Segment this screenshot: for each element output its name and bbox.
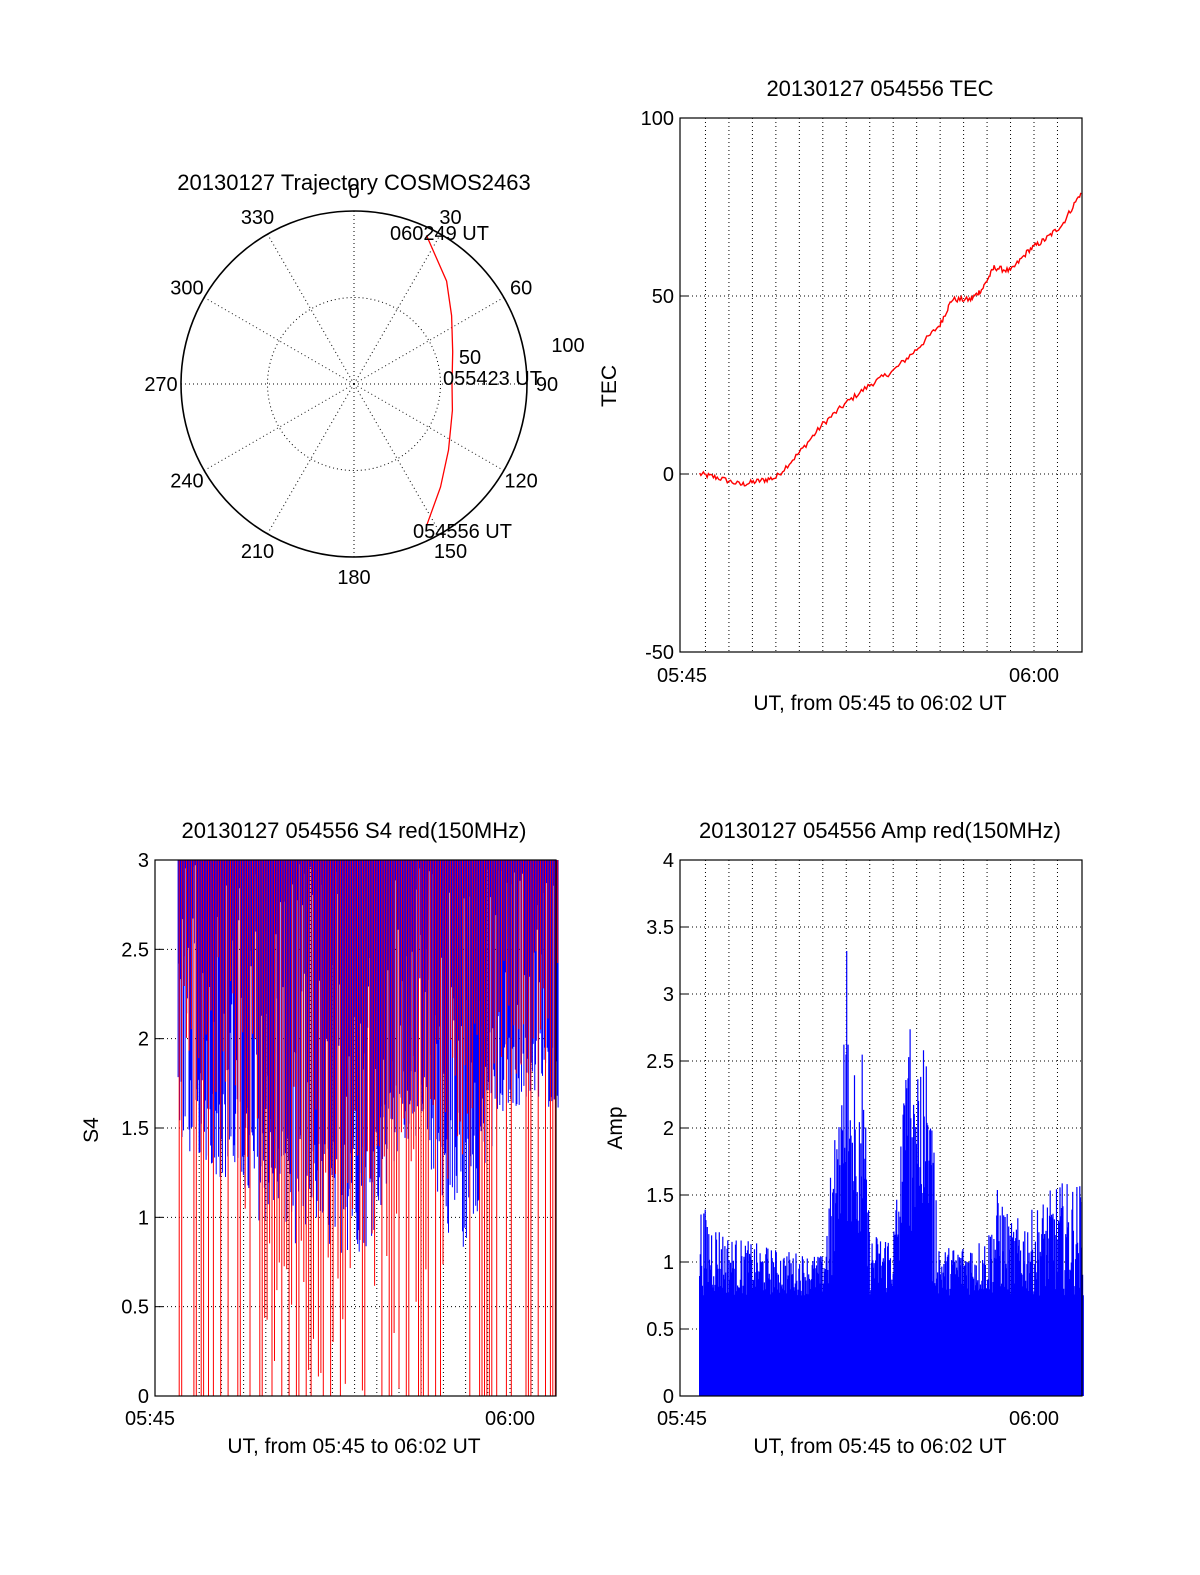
y-tick-label: 0 (138, 1386, 149, 1408)
amp-x-tick: 05:45 (657, 1408, 707, 1430)
y-tick-label: 3 (138, 850, 149, 872)
y-tick-label: 0 (663, 1386, 674, 1408)
s4-red-trace (178, 860, 559, 1396)
s4-x-tick: 06:00 (485, 1408, 535, 1430)
y-tick-label: 2.5 (646, 1051, 674, 1073)
tec-x-tick: 06:00 (1009, 665, 1059, 687)
amp-series (699, 951, 1084, 1396)
polar-azimuth-label: 0 (348, 181, 359, 203)
y-tick-label: 1.5 (646, 1185, 674, 1207)
tec-chart: 20130127 054556 TEC -50 0 50 100 05:45 06:0… (598, 76, 1083, 715)
polar-spoke (353, 297, 505, 385)
amp-x-axis-label: UT, from 05:45 to 06:02 UT (753, 1435, 1006, 1458)
amp-chart: 20130127 054556 Amp red(150MHz) 0 0.5 1 1.5… (604, 818, 1084, 1458)
polar-azimuth-label: 120 (504, 471, 537, 493)
polar-azimuth-label: 300 (170, 278, 203, 300)
s4-y-ticks: 0 0.5 1 1.5 2 2.5 3 (121, 850, 149, 1408)
y-tick-label: 3.5 (646, 917, 674, 939)
polar-azimuth-label: 180 (337, 567, 370, 589)
y-tick-label: 50 (652, 286, 674, 308)
polar-spoke (267, 383, 355, 535)
polar-title: 20130127 Trajectory COSMOS2463 (177, 170, 530, 195)
tec-y-ticks: -50 0 50 100 (641, 108, 674, 664)
amp-y-ticks: 0 0.5 1 1.5 2 2.5 3 3.5 4 (646, 850, 674, 1408)
trajectory-mid-label: 055423 UT (443, 368, 542, 390)
s4-plot-frame (154, 859, 557, 1397)
y-tick-label: 2 (663, 1118, 674, 1140)
polar-azimuth-label: 30 (439, 207, 461, 229)
y-tick-label: 100 (641, 108, 674, 130)
y-tick-label: 2.5 (121, 939, 149, 961)
polar-azimuth-label: 210 (241, 541, 274, 563)
amp-plot-frame (679, 859, 1083, 1397)
tec-series-line (698, 192, 1082, 487)
polar-azimuth-label: 270 (144, 374, 177, 396)
polar-spoke (267, 233, 355, 385)
polar-azimuth-label: 240 (170, 471, 203, 493)
y-tick-label: 4 (663, 850, 674, 872)
polar-chart: 20130127 Trajectory COSMOS2463 0 30 60 90 12… (144, 170, 584, 589)
polar-spoke (203, 383, 355, 471)
amp-x-tick: 06:00 (1009, 1408, 1059, 1430)
polar-azimuth-label: 90 (536, 374, 558, 396)
amp-y-axis-label: Amp (604, 1106, 627, 1149)
trajectory-start-label: 054556 UT (413, 521, 512, 543)
y-tick-label: 0.5 (121, 1297, 149, 1319)
s4-series (177, 860, 559, 1396)
tec-x-tick: 05:45 (657, 665, 707, 687)
y-tick-label: -50 (645, 642, 674, 664)
s4-y-axis-label: S4 (80, 1117, 103, 1143)
tec-title: 20130127 054556 TEC (766, 76, 993, 101)
y-tick-label: 2 (138, 1029, 149, 1051)
y-tick-label: 0 (663, 464, 674, 486)
y-tick-label: 0.5 (646, 1319, 674, 1341)
polar-azimuth-labels: 0 30 60 90 120 150 180 210 240 270 300 330 (144, 181, 558, 589)
polar-azimuth-label: 150 (434, 541, 467, 563)
tec-y-axis-label: TEC (598, 365, 621, 407)
y-tick-label: 3 (663, 984, 674, 1006)
s4-x-axis-label: UT, from 05:45 to 06:02 UT (227, 1435, 480, 1458)
polar-spoke (353, 383, 441, 535)
polar-inner-circle (267, 297, 441, 471)
s4-x-tick: 05:45 (125, 1408, 175, 1430)
trajectory-end-label: 060249 UT (390, 223, 489, 245)
y-tick-label: 1.5 (121, 1118, 149, 1140)
y-tick-label: 1 (138, 1207, 149, 1229)
polar-spoke (203, 297, 355, 385)
polar-radial-tick: 100 (551, 335, 584, 357)
tec-grid (680, 117, 1082, 653)
s4-chart: 20130127 054556 S4 red(150MHz) 0 0.5 1 1.5 2… (80, 818, 559, 1458)
s4-title: 20130127 054556 S4 red(150MHz) (182, 818, 527, 843)
polar-azimuth-label: 60 (510, 278, 532, 300)
tec-x-axis-label: UT, from 05:45 to 06:02 UT (753, 692, 1006, 715)
polar-spoke (353, 383, 505, 471)
amp-title: 20130127 054556 Amp red(150MHz) (699, 818, 1061, 843)
trajectory-line (425, 235, 454, 527)
polar-spoke (353, 233, 441, 385)
polar-azimuth-label: 330 (241, 207, 274, 229)
amp-base-fill (699, 1299, 1084, 1396)
polar-grid (180, 210, 528, 558)
polar-radial-tick: 50 (459, 347, 481, 369)
tec-plot-frame (679, 117, 1083, 653)
y-tick-label: 1 (663, 1252, 674, 1274)
